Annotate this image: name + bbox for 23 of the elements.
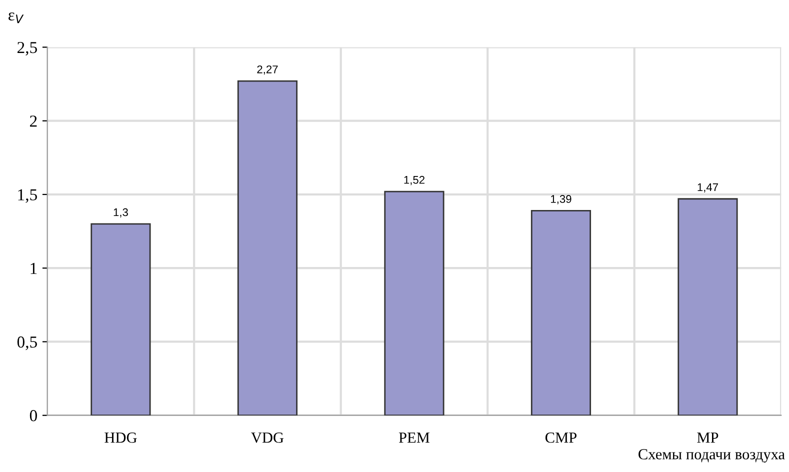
- data-label: 1,39: [551, 195, 572, 204]
- data-label: 1,47: [698, 183, 718, 192]
- x-tick-label: HDG: [104, 432, 137, 443]
- x-tick-label: CMP: [545, 432, 576, 443]
- data-label: 1,52: [404, 176, 424, 186]
- x-axis-title: Схемы подачи воздуха: [638, 449, 785, 463]
- bar: [384, 190, 444, 416]
- y-tick-label: 1,5: [18, 189, 37, 203]
- x-tick-label: PEM: [398, 432, 430, 443]
- y-tick-label: 0,5: [17, 336, 37, 350]
- x-tick-label: VDG: [251, 432, 284, 443]
- bar: [90, 223, 151, 416]
- y-tick-label: 1: [30, 262, 37, 274]
- bar: [530, 210, 592, 416]
- y-tick-label: 0: [30, 410, 37, 422]
- y-axis-title: ε$_{V}$: [8, 12, 24, 24]
- x-tick-label: MP: [697, 432, 718, 443]
- data-label: 2,27: [257, 65, 278, 75]
- y-tick-label: 2,5: [18, 42, 37, 56]
- y-tick-label: 2: [30, 116, 37, 127]
- bar: [237, 80, 298, 416]
- data-label: 1,3: [114, 208, 128, 218]
- bar: [678, 198, 738, 416]
